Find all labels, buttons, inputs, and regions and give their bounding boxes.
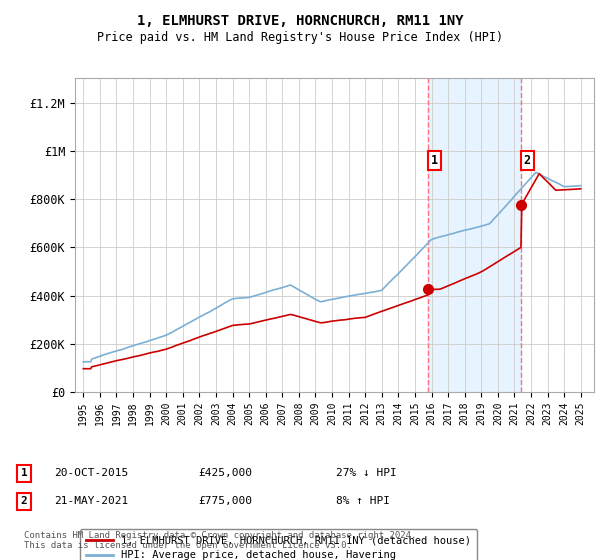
Text: 1: 1 bbox=[431, 154, 438, 167]
Text: 2: 2 bbox=[524, 154, 530, 167]
Text: 21-MAY-2021: 21-MAY-2021 bbox=[54, 496, 128, 506]
Text: 1, ELMHURST DRIVE, HORNCHURCH, RM11 1NY: 1, ELMHURST DRIVE, HORNCHURCH, RM11 1NY bbox=[137, 14, 463, 28]
Text: £775,000: £775,000 bbox=[198, 496, 252, 506]
Text: 8% ↑ HPI: 8% ↑ HPI bbox=[336, 496, 390, 506]
Text: £425,000: £425,000 bbox=[198, 468, 252, 478]
Text: Contains HM Land Registry data © Crown copyright and database right 2024.
This d: Contains HM Land Registry data © Crown c… bbox=[24, 531, 416, 550]
Text: 2: 2 bbox=[20, 496, 28, 506]
Text: Price paid vs. HM Land Registry's House Price Index (HPI): Price paid vs. HM Land Registry's House … bbox=[97, 31, 503, 44]
Bar bbox=[428, 78, 521, 392]
Text: 27% ↓ HPI: 27% ↓ HPI bbox=[336, 468, 397, 478]
Text: 1: 1 bbox=[20, 468, 28, 478]
Legend: 1, ELMHURST DRIVE, HORNCHURCH, RM11 1NY (detached house), HPI: Average price, de: 1, ELMHURST DRIVE, HORNCHURCH, RM11 1NY … bbox=[80, 529, 477, 560]
Text: 20-OCT-2015: 20-OCT-2015 bbox=[54, 468, 128, 478]
